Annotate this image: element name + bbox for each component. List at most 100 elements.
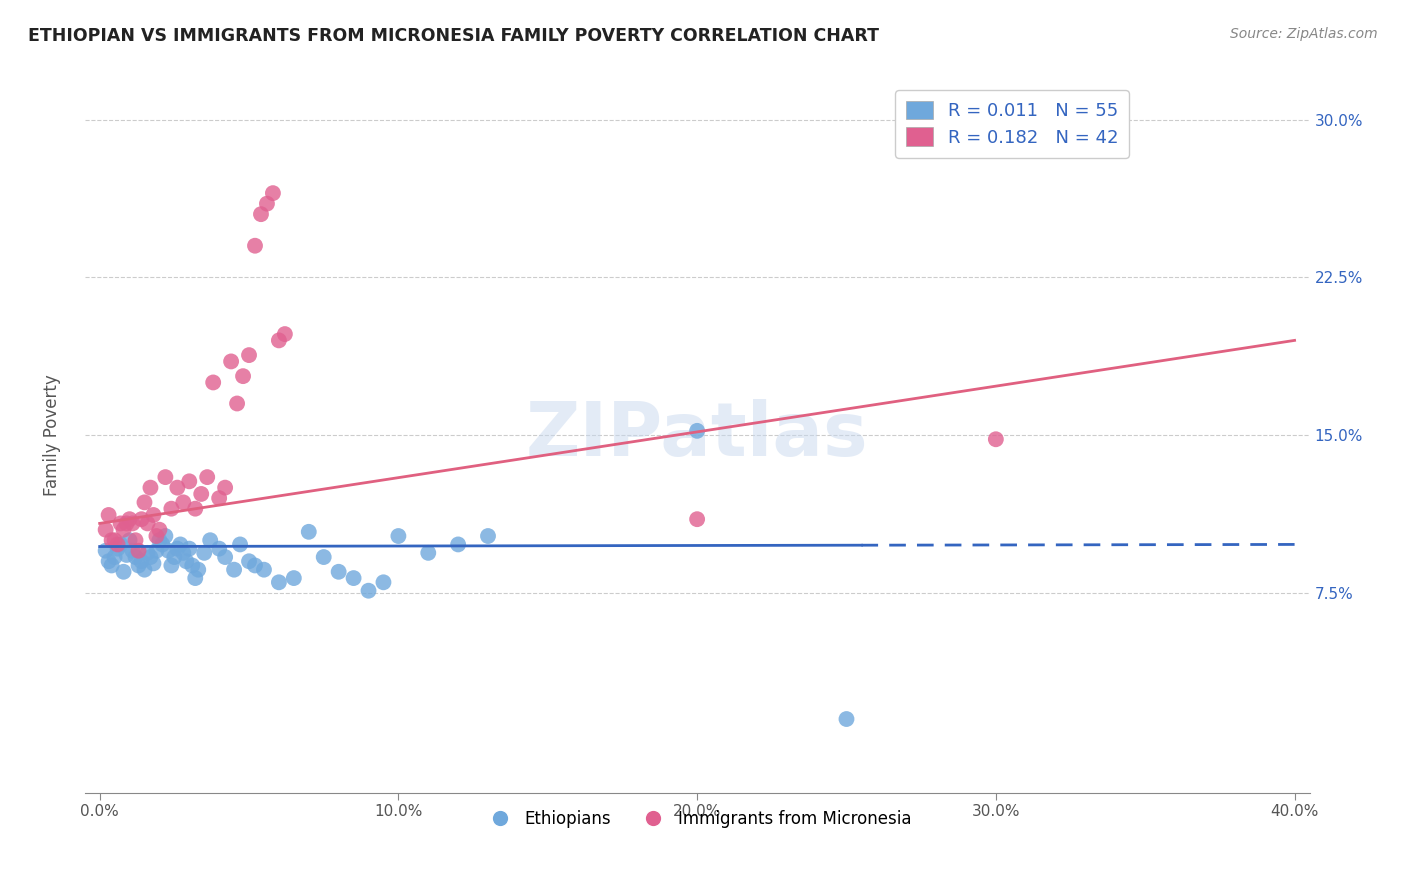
Point (118, 533, 141, 548)
Point (387, 529, 409, 543)
Point (112, 523, 135, 537)
Point (134, 495, 156, 509)
Point (124, 533, 146, 548)
Point (148, 523, 170, 537)
Point (172, 546, 194, 560)
Point (139, 481, 162, 495)
Point (243, 238, 266, 252)
Point (115, 516, 138, 531)
Point (97, 508, 120, 522)
Point (267, 575, 290, 590)
Point (229, 537, 252, 551)
Point (166, 541, 188, 556)
Point (686, 512, 709, 526)
Point (131, 512, 153, 526)
Point (104, 533, 127, 548)
Point (184, 571, 207, 585)
Text: ETHIOPIAN VS IMMIGRANTS FROM MICRONESIA FAMILY POVERTY CORRELATION CHART: ETHIOPIAN VS IMMIGRANTS FROM MICRONESIA … (28, 27, 879, 45)
Point (139, 550, 162, 565)
Point (157, 543, 180, 558)
Point (136, 546, 159, 560)
Point (176, 554, 198, 568)
Point (418, 546, 440, 560)
Point (124, 550, 146, 565)
Point (342, 571, 364, 585)
Point (115, 548, 138, 562)
Text: ZIPatlas: ZIPatlas (526, 399, 869, 472)
Point (169, 537, 191, 551)
Point (187, 563, 209, 577)
Point (357, 583, 380, 598)
Point (118, 512, 141, 526)
Point (152, 537, 174, 551)
Point (195, 470, 218, 484)
Point (107, 537, 129, 551)
Point (155, 470, 177, 484)
Point (274, 327, 297, 342)
Point (190, 487, 212, 501)
Point (984, 432, 1007, 446)
Point (163, 550, 186, 565)
Point (94, 523, 117, 537)
Point (134, 563, 156, 577)
Point (142, 508, 165, 522)
Point (142, 557, 165, 571)
Point (148, 533, 170, 548)
Point (298, 524, 321, 539)
Point (160, 558, 183, 573)
Point (100, 558, 122, 573)
Point (131, 554, 153, 568)
Point (179, 475, 201, 489)
Point (128, 543, 150, 558)
Point (160, 501, 183, 516)
Point (97, 554, 120, 568)
Point (256, 196, 278, 211)
Point (121, 543, 143, 558)
Point (232, 369, 254, 384)
Point (328, 565, 350, 579)
Point (100, 533, 122, 548)
Point (166, 481, 188, 495)
Point (238, 554, 260, 568)
Point (107, 541, 129, 556)
Point (243, 558, 266, 573)
Point (373, 575, 395, 590)
Point (250, 207, 273, 221)
Point (283, 571, 305, 585)
Point (202, 376, 225, 390)
Point (219, 354, 242, 368)
Point (94, 543, 117, 558)
Point (181, 558, 204, 573)
Point (128, 558, 150, 573)
Point (208, 491, 231, 505)
Point (172, 495, 194, 509)
Point (184, 501, 207, 516)
Point (253, 563, 276, 577)
Point (686, 424, 709, 438)
Point (155, 529, 177, 543)
Point (179, 541, 201, 556)
Point (835, 712, 858, 726)
Point (447, 537, 470, 551)
Point (145, 543, 167, 558)
Point (121, 516, 143, 531)
Point (312, 550, 335, 565)
Point (214, 550, 236, 565)
Point (112, 565, 135, 579)
Point (238, 348, 260, 362)
Point (193, 546, 215, 560)
Point (110, 537, 132, 551)
Point (226, 396, 249, 410)
Point (262, 186, 284, 201)
Text: Source: ZipAtlas.com: Source: ZipAtlas.com (1230, 27, 1378, 41)
Point (104, 550, 127, 565)
Y-axis label: Family Poverty: Family Poverty (44, 374, 60, 496)
Point (222, 563, 245, 577)
Point (214, 481, 236, 495)
Point (477, 529, 499, 543)
Point (200, 533, 222, 548)
Legend: Ethiopians, Immigrants from Micronesia: Ethiopians, Immigrants from Micronesia (477, 803, 918, 834)
Point (110, 516, 132, 531)
Point (136, 516, 159, 531)
Point (208, 541, 231, 556)
